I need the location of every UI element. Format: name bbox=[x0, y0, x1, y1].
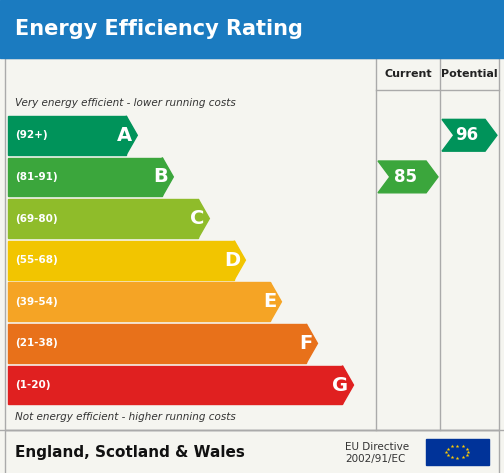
Text: D: D bbox=[224, 251, 240, 270]
Text: Current: Current bbox=[384, 69, 432, 79]
Text: A: A bbox=[117, 126, 132, 145]
Bar bbox=[8, 158, 162, 196]
Text: (1-20): (1-20) bbox=[16, 380, 51, 390]
Text: (55-68): (55-68) bbox=[16, 255, 58, 265]
Text: (39-54): (39-54) bbox=[16, 297, 58, 307]
Polygon shape bbox=[162, 158, 173, 196]
Bar bbox=[8, 366, 342, 404]
Text: Very energy efficient - lower running costs: Very energy efficient - lower running co… bbox=[15, 98, 236, 108]
Text: E: E bbox=[263, 292, 276, 311]
Text: C: C bbox=[190, 209, 204, 228]
Bar bbox=[8, 324, 306, 363]
Text: G: G bbox=[332, 376, 348, 394]
Polygon shape bbox=[198, 199, 209, 238]
Text: B: B bbox=[154, 167, 168, 186]
Bar bbox=[0, 0, 504, 58]
Text: (92+): (92+) bbox=[16, 130, 48, 140]
Polygon shape bbox=[234, 241, 245, 280]
Bar bbox=[8, 116, 126, 155]
Text: (81-91): (81-91) bbox=[16, 172, 58, 182]
Bar bbox=[5, 430, 499, 473]
Polygon shape bbox=[442, 119, 497, 151]
Polygon shape bbox=[270, 282, 281, 321]
Bar bbox=[8, 199, 198, 238]
Text: Potential: Potential bbox=[441, 69, 498, 79]
Bar bbox=[8, 241, 234, 280]
Text: 2002/91/EC: 2002/91/EC bbox=[345, 454, 406, 464]
Bar bbox=[0, 430, 504, 473]
Polygon shape bbox=[378, 161, 438, 193]
Text: Energy Efficiency Rating: Energy Efficiency Rating bbox=[15, 19, 303, 39]
Bar bbox=[8, 282, 270, 321]
Text: (69-80): (69-80) bbox=[16, 213, 58, 224]
Polygon shape bbox=[342, 366, 353, 404]
Text: 85: 85 bbox=[394, 168, 416, 186]
Text: EU Directive: EU Directive bbox=[345, 442, 409, 452]
Text: England, Scotland & Wales: England, Scotland & Wales bbox=[15, 446, 245, 460]
Text: 96: 96 bbox=[455, 126, 478, 144]
Polygon shape bbox=[126, 116, 137, 155]
Bar bbox=[426, 439, 489, 464]
Text: (21-38): (21-38) bbox=[16, 338, 58, 349]
Bar bbox=[5, 58, 499, 430]
Polygon shape bbox=[306, 324, 318, 363]
Text: F: F bbox=[299, 334, 312, 353]
Text: Not energy efficient - higher running costs: Not energy efficient - higher running co… bbox=[15, 412, 236, 422]
